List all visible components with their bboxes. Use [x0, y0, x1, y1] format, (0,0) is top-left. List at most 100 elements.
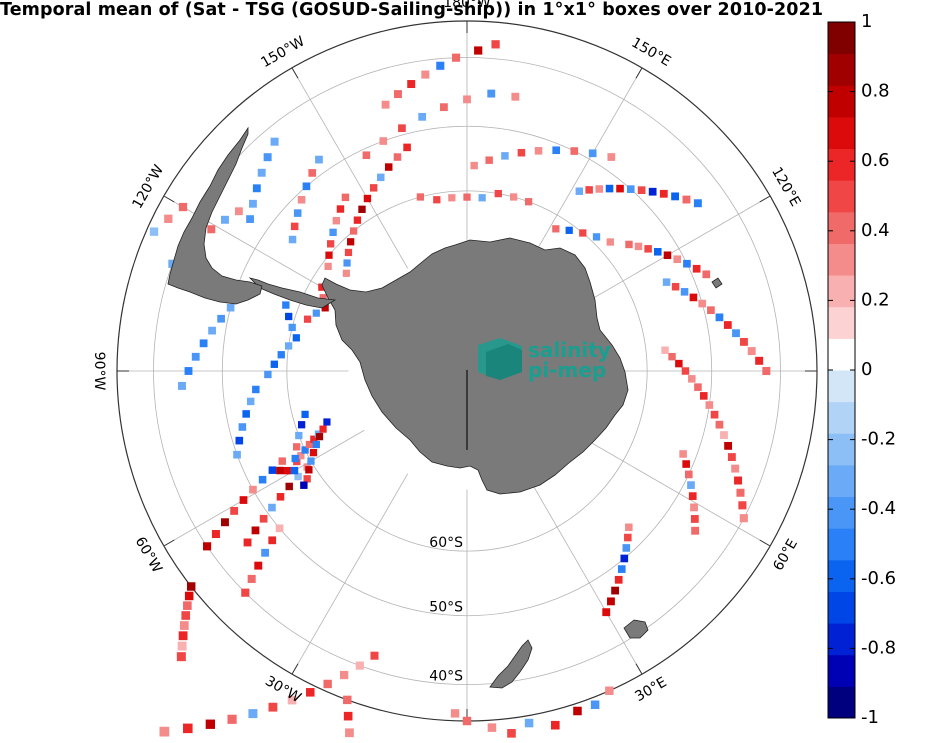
logo-line2: pi-mep	[528, 358, 606, 382]
data-cell	[268, 536, 277, 545]
data-cell	[474, 46, 483, 55]
colorbar-tick-label: 0.2	[861, 289, 890, 310]
data-cell	[329, 228, 337, 236]
data-cell	[358, 205, 366, 213]
data-cell	[177, 641, 187, 651]
meridian	[569, 429, 771, 547]
data-cell	[585, 186, 593, 194]
data-cell	[290, 466, 299, 475]
data-cell	[285, 482, 293, 491]
data-cell	[724, 441, 733, 450]
data-cell	[319, 294, 327, 302]
data-cell	[205, 719, 216, 729]
meridian	[525, 67, 643, 269]
data-cell	[448, 194, 456, 202]
data-cell	[276, 466, 284, 475]
data-cell	[252, 385, 260, 394]
data-cell	[491, 40, 500, 49]
data-cell	[203, 542, 212, 551]
lon-label: 60°W	[132, 534, 165, 576]
data-cell	[740, 337, 748, 346]
data-cell	[238, 423, 247, 431]
data-cell	[511, 92, 520, 101]
data-cell	[626, 185, 635, 193]
data-cell	[363, 194, 372, 203]
data-cell	[217, 314, 225, 323]
antarctic-peninsula	[248, 277, 337, 309]
data-cell	[264, 370, 272, 379]
data-cell	[263, 153, 272, 162]
data-cell	[552, 225, 560, 233]
colorbar-swatch	[828, 686, 855, 719]
data-cell	[692, 264, 701, 273]
data-cell	[418, 112, 427, 121]
data-cell	[470, 161, 478, 170]
data-cell	[661, 346, 669, 354]
data-cell	[723, 321, 732, 329]
colorbar-tick-label: 0.6	[861, 150, 890, 171]
data-cell	[252, 184, 261, 193]
data-cell	[463, 193, 471, 201]
data-cell	[494, 189, 502, 198]
data-cell	[654, 248, 662, 256]
data-cell	[297, 451, 305, 460]
data-cell	[353, 216, 362, 224]
data-cell	[575, 187, 584, 195]
colorbar-swatch	[828, 148, 855, 181]
data-cell	[698, 299, 707, 308]
lon-label: 30°E	[632, 674, 669, 705]
meridian	[291, 67, 409, 269]
data-cell	[659, 189, 668, 198]
data-cell	[247, 574, 256, 583]
data-cell	[451, 53, 461, 62]
data-cell	[239, 496, 248, 504]
data-cell	[734, 476, 743, 485]
colorbar-swatch	[828, 654, 855, 687]
data-cell	[342, 269, 350, 277]
data-cell	[688, 375, 696, 383]
data-cell	[421, 70, 430, 79]
data-cell	[343, 695, 352, 705]
lon-label: 30°W	[262, 673, 304, 706]
data-cell	[221, 215, 229, 224]
data-cell	[207, 225, 216, 234]
data-cell	[321, 304, 329, 312]
data-cell	[249, 485, 257, 494]
data-cell	[249, 199, 257, 208]
data-cell	[507, 729, 516, 738]
colorbar-swatch	[828, 180, 855, 213]
data-cell	[285, 312, 293, 321]
data-cell	[690, 503, 698, 512]
data-cell	[384, 163, 393, 171]
colorbar-tick-label: -0.4	[861, 498, 896, 519]
data-cell	[323, 679, 332, 689]
data-cell	[324, 262, 332, 270]
data-cell	[270, 137, 279, 146]
data-cell	[246, 397, 255, 406]
data-cell	[268, 702, 278, 712]
landmasses	[167, 126, 723, 689]
data-cell	[221, 518, 229, 527]
data-cell	[573, 706, 582, 716]
data-cell	[178, 631, 188, 641]
data-cell	[671, 282, 680, 291]
meridian	[525, 473, 643, 675]
data-cell	[343, 259, 351, 267]
data-cell	[614, 575, 623, 584]
data-cell	[690, 515, 699, 523]
data-cell	[297, 195, 306, 204]
data-cell	[230, 506, 239, 515]
data-cell	[290, 222, 299, 231]
data-cell	[592, 233, 601, 241]
data-cell	[517, 148, 526, 157]
data-cell	[315, 433, 324, 441]
data-cell	[179, 621, 189, 630]
data-cell	[715, 420, 724, 429]
data-cell	[343, 711, 353, 721]
data-cell	[644, 245, 652, 253]
frame-tick	[759, 539, 771, 547]
lat-label: 50°S	[429, 600, 463, 616]
data-cell	[176, 652, 186, 662]
data-cell	[302, 182, 311, 191]
